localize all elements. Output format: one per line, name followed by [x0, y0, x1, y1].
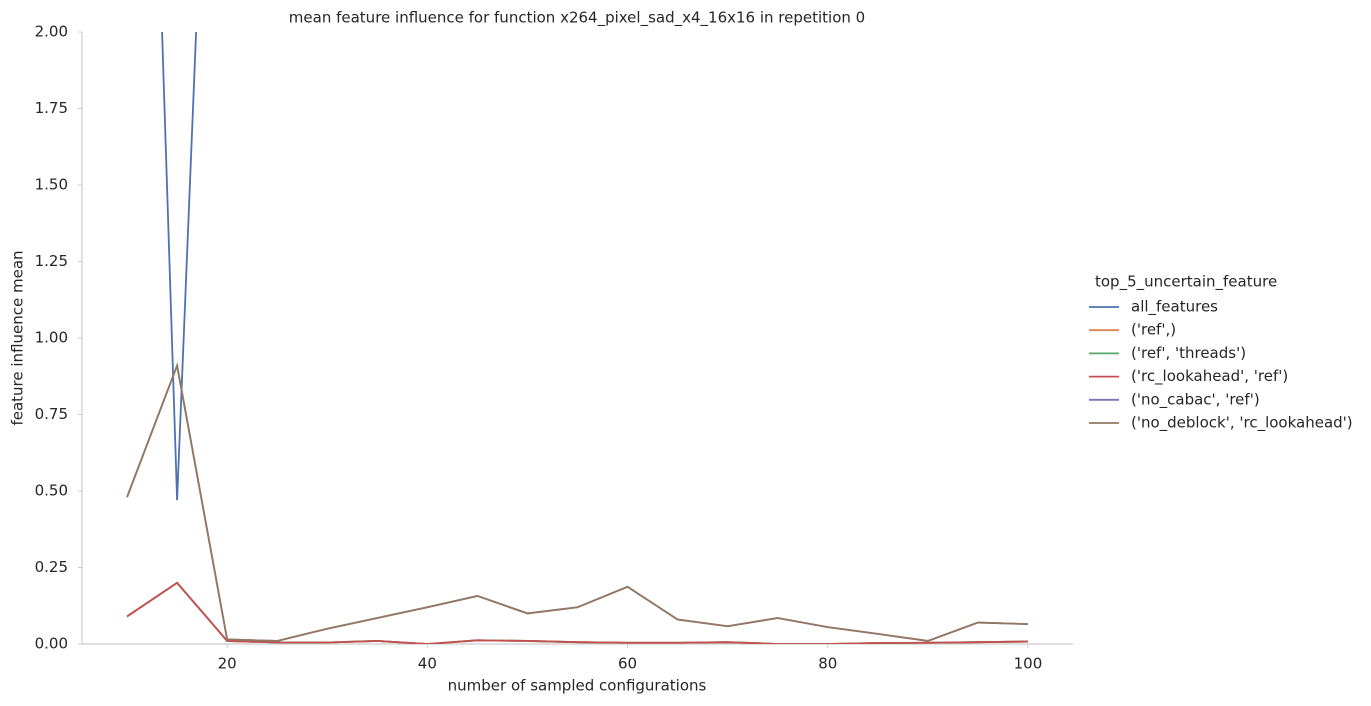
series-line: [126, 362, 1028, 642]
legend-label: ('no_cabac', 'ref'): [1131, 390, 1260, 409]
series-line: [161, 32, 197, 501]
y-tick-label: 1.75: [35, 99, 68, 117]
y-tick-label: 0.25: [35, 558, 68, 576]
legend-label: all_features: [1131, 298, 1218, 317]
legend-label: ('no_deblock', 'rc_lookahead'): [1131, 414, 1353, 433]
y-axis-label: feature influence mean: [9, 250, 27, 425]
y-tick-label: 0.00: [35, 635, 68, 653]
legend-label: ('ref',): [1131, 321, 1176, 339]
x-tick-label: 40: [418, 655, 437, 673]
x-tick-label: 80: [818, 655, 837, 673]
y-tick-label: 1.00: [35, 329, 68, 347]
y-tick-label: 1.25: [35, 252, 68, 270]
series-line: [126, 581, 1028, 644]
series-line: [126, 362, 1028, 642]
x-tick-label: 60: [618, 655, 637, 673]
y-tick-label: 0.75: [35, 405, 68, 423]
y-tick-label: 2.00: [35, 23, 68, 41]
series-line: [126, 581, 1028, 644]
x-tick-label: 20: [218, 655, 237, 673]
legend-label: ('rc_lookahead', 'ref'): [1131, 367, 1288, 386]
y-tick-label: 1.50: [35, 176, 68, 194]
y-tick-label: 0.50: [35, 482, 68, 500]
series-line: [126, 581, 1028, 644]
plot-area: [126, 32, 1028, 644]
legend-title: top_5_uncertain_feature: [1095, 273, 1277, 292]
x-tick-label: 100: [1014, 655, 1043, 673]
x-axis-label: number of sampled configurations: [448, 677, 707, 695]
chart-title: mean feature influence for function x264…: [289, 9, 865, 28]
legend-label: ('ref', 'threads'): [1131, 344, 1246, 362]
